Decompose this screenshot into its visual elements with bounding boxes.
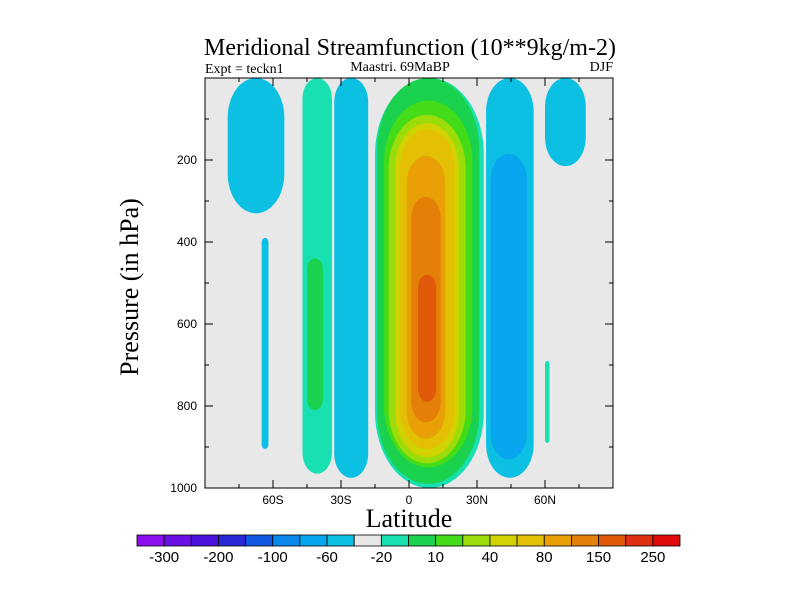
- y-tick-label: 400: [177, 235, 197, 249]
- colorbar: -300 -200 -100 -60 -20 10 40 80 150 250: [136, 534, 681, 566]
- colorbar-box: [489, 534, 518, 547]
- colorbar-box: [190, 534, 219, 547]
- colorbar-box: [516, 534, 545, 547]
- contour-sh-green-center: [307, 258, 323, 411]
- contour-nh-right-cyan: [545, 78, 586, 167]
- y-axis-label: Pressure (in hPa): [115, 198, 144, 376]
- colorbar-label: -20: [371, 549, 393, 566]
- y-tick-label: 600: [177, 317, 197, 331]
- x-tick-label: 30N: [466, 493, 488, 507]
- colorbar-box: [380, 534, 409, 547]
- contour-main-cell-250: [418, 274, 437, 402]
- chart-title: Meridional Streamfunction (10**9kg/m-2): [204, 35, 616, 61]
- x-tick-label: 60N: [534, 493, 556, 507]
- x-tick-label: 0: [406, 493, 413, 507]
- colorbar-label: -300: [149, 549, 179, 566]
- colorbar-box: [598, 534, 627, 547]
- colorbar-box: [462, 534, 491, 547]
- y-tick-label: 800: [177, 399, 197, 413]
- colorbar-label: -100: [258, 549, 288, 566]
- colorbar-box: [299, 534, 328, 547]
- x-axis: 60S 30S 0 30N 60N: [204, 78, 614, 507]
- colorbar-box: [245, 534, 274, 547]
- y-tick-label: 200: [177, 153, 197, 167]
- colorbar-box: [408, 534, 437, 547]
- colorbar-label: -60: [316, 549, 338, 566]
- colorbar-box: [543, 534, 572, 547]
- colorbar-box: [435, 534, 464, 547]
- colorbar-box: [326, 534, 355, 547]
- contour-fills: [227, 78, 586, 488]
- colorbar-box: [652, 534, 681, 547]
- contour-nh-cyan-west: [227, 78, 285, 214]
- colorbar-label: -200: [203, 549, 233, 566]
- colorbar-box: [163, 534, 192, 547]
- x-tick-label: 60S: [262, 493, 283, 507]
- colorbar-label: 250: [640, 549, 665, 566]
- contour-cyan-upper-mid: [334, 78, 369, 478]
- subtitle-left: Expt = teckn1: [205, 62, 284, 77]
- colorbar-label: 10: [427, 549, 444, 566]
- contour-sh-strip-left: [261, 237, 269, 450]
- y-tick-label: 1000: [170, 481, 197, 495]
- colorbar-box: [353, 534, 382, 547]
- subtitle-right: DJF: [590, 60, 614, 75]
- contour-nh-right-strip: [545, 360, 550, 443]
- contour-nh-neg-blue: [490, 153, 527, 460]
- colorbar-box: [218, 534, 246, 547]
- colorbar-box: [272, 534, 301, 547]
- colorbar-label: 40: [482, 549, 499, 566]
- colorbar-box: [136, 534, 165, 547]
- colorbar-label: 150: [586, 549, 611, 566]
- x-tick-label: 30S: [330, 493, 351, 507]
- x-axis-label: Latitude: [366, 504, 453, 533]
- y-axis: 200 400 600 800 1000: [170, 118, 613, 495]
- colorbar-box: [571, 534, 599, 547]
- subtitle-center: Maastri. 69MaBP: [350, 60, 450, 75]
- colorbar-box: [625, 534, 654, 547]
- colorbar-label: 80: [536, 549, 553, 566]
